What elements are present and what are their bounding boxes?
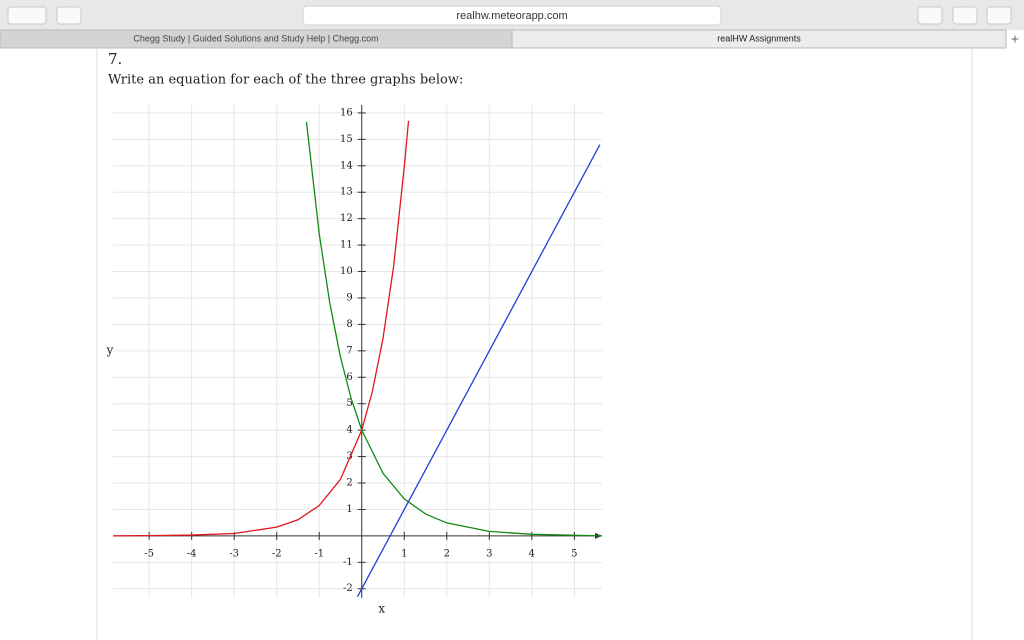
y-tick-label: 9 (346, 292, 352, 303)
y-tick-label: -1 (343, 557, 353, 568)
y-tick-label: 15 (340, 134, 353, 145)
x-tick-label: 5 (571, 548, 577, 559)
new-tab[interactable]: + (1011, 31, 1019, 47)
back-forward[interactable] (7, 6, 47, 25)
y-tick-label: 12 (340, 213, 353, 224)
x-tick-label: -2 (272, 548, 282, 559)
chart: -5 -4 -3 -2 -1 1 2 3 4 5-2-1123456789101112131415… (106, 105, 603, 616)
y-tick-label: 4 (346, 425, 352, 436)
x-tick-label: 1 (401, 548, 407, 559)
x-tick-label: -4 (187, 548, 197, 559)
curve (305, 121, 603, 537)
y-tick-label: 10 (340, 266, 353, 277)
y-tick-label: 6 (346, 372, 352, 383)
curve (113, 120, 410, 537)
y-axis-label: y (106, 343, 114, 357)
y-tick-label: -2 (343, 583, 353, 594)
y-tick-label: 16 (340, 107, 353, 118)
question-number: 7. (108, 50, 122, 68)
download-button[interactable] (917, 6, 943, 25)
url: realhw.meteorapp.com (456, 10, 567, 22)
y-tick-label: 7 (346, 345, 352, 356)
x-tick-label: -5 (144, 548, 154, 559)
y-tick-label: 3 (346, 451, 352, 462)
tabs-button[interactable] (986, 6, 1012, 25)
x-axis-label: x (378, 602, 385, 616)
y-tick-label: 5 (346, 398, 352, 409)
share-button[interactable] (952, 6, 978, 25)
y-tick-label: 8 (346, 319, 352, 330)
x-tick-label: -1 (314, 548, 324, 559)
x-tick-label: 3 (486, 548, 492, 559)
tab-active[interactable] (511, 29, 1007, 49)
x-tick-label: -3 (229, 548, 239, 559)
x-tick-label: 4 (529, 548, 535, 559)
sidebar-button[interactable] (56, 6, 82, 25)
y-tick-label: 2 (346, 478, 352, 489)
y-tick-label: 1 (346, 504, 352, 515)
tab-title: realHW Assignments (717, 33, 801, 43)
y-tick-label: 13 (340, 187, 353, 198)
curve (356, 144, 601, 597)
y-tick-label: 11 (340, 240, 353, 251)
x-tick-label: 2 (444, 548, 450, 559)
question-text: Write an equation for each of the three … (108, 73, 463, 88)
address-bar[interactable] (302, 5, 722, 26)
tab-title: Chegg Study | Guided Solutions and Study… (133, 33, 378, 43)
y-tick-label: 14 (340, 160, 353, 171)
